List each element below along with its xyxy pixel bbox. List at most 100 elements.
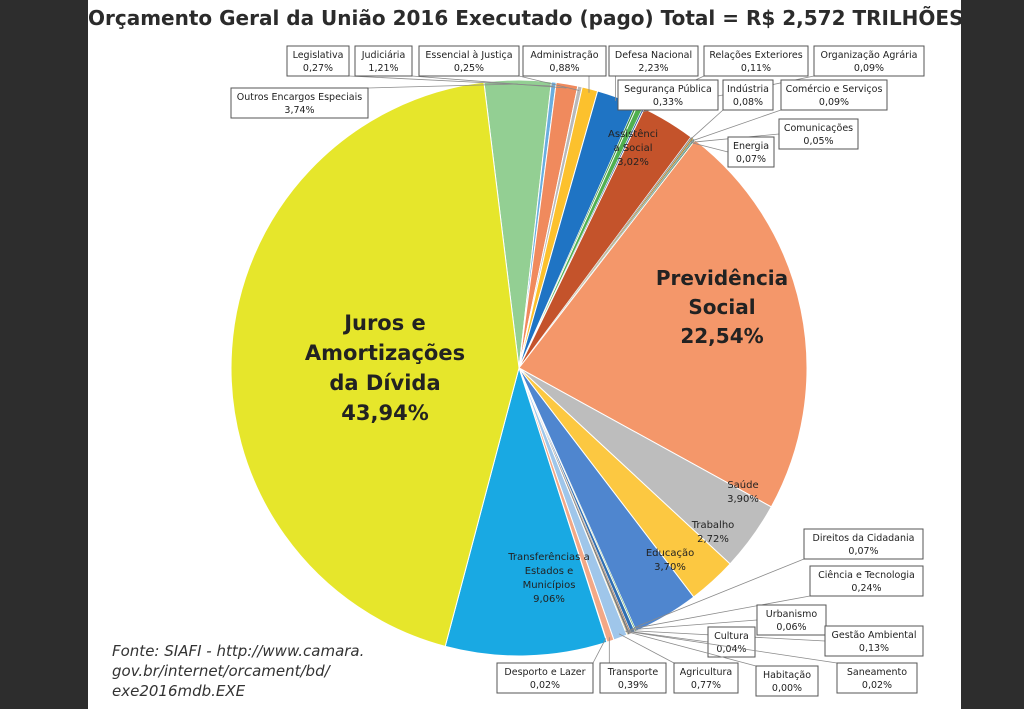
label-educacao: Educação 3,70% bbox=[646, 548, 694, 573]
callout-box-administracao bbox=[522, 45, 607, 77]
callout-name-desporto-e-lazer: Desporto e Lazer bbox=[504, 667, 585, 678]
callout-box-essencial-a-justica bbox=[418, 45, 520, 77]
callout-name-legislativa: Legislativa bbox=[293, 50, 344, 61]
callout-box-relacoes-exteriores bbox=[703, 45, 809, 77]
slice-previdencia-social bbox=[518, 139, 808, 508]
callout-name-outros-encargos-especiais: Outros Encargos Especiais bbox=[237, 92, 362, 103]
callout-name-defesa-nacional: Defesa Nacional bbox=[615, 50, 692, 61]
label-previdencia-line: Previdência bbox=[656, 266, 788, 290]
callout-name-industria: Indústria bbox=[727, 84, 769, 95]
callout-box-desporto-e-lazer bbox=[496, 662, 594, 694]
callout-name-saneamento: Saneamento bbox=[847, 667, 907, 678]
callout-name-organizacao-agraria: Organização Agrária bbox=[820, 50, 917, 61]
callout-value-administracao: 0,88% bbox=[549, 63, 579, 74]
callout-value-comercio-e-servicos: 0,09% bbox=[819, 97, 849, 108]
callout-name-administracao: Administração bbox=[530, 50, 598, 61]
callout-box-energia bbox=[727, 136, 775, 168]
callout-name-agricultura: Agricultura bbox=[680, 667, 732, 678]
callout-box-defesa-nacional bbox=[608, 45, 699, 77]
callout-value-direitos-da-cidadania: 0,07% bbox=[848, 546, 878, 557]
callout-name-transporte: Transporte bbox=[607, 667, 659, 678]
leader-essencial-a-justica bbox=[518, 75, 580, 91]
callout-value-habitacao: 0,00% bbox=[772, 683, 802, 694]
callout-box-gestao-ambiental bbox=[824, 625, 924, 657]
label-juros-line: 43,94% bbox=[341, 401, 428, 425]
label-previdencia-line: Social bbox=[688, 295, 755, 319]
label-saude-line: Saúde bbox=[727, 479, 758, 491]
leader-outros-encargos-especiais bbox=[367, 83, 518, 89]
callout-box-comunicacoes bbox=[778, 118, 859, 150]
label-trabalho-line: Trabalho bbox=[691, 520, 735, 531]
callout-name-comercio-e-servicos: Comércio e Serviços bbox=[786, 84, 883, 95]
callout-name-relacoes-exteriores: Relações Exteriores bbox=[709, 50, 802, 61]
label-transferencias-line: Transferências a bbox=[507, 551, 589, 563]
callout-box-outros-encargos-especiais bbox=[230, 87, 369, 119]
callout-value-agricultura: 0,77% bbox=[691, 680, 721, 691]
source-line-2: gov.br/internet/orcament/bd/ bbox=[112, 662, 330, 680]
label-juros: Juros e Amortizações da Dívida 43,94% bbox=[305, 311, 465, 425]
label-transferencias-line: Estados e bbox=[525, 566, 574, 577]
label-trabalho-line: 2,72% bbox=[697, 534, 729, 545]
callout-value-gestao-ambiental: 0,13% bbox=[859, 643, 889, 654]
callout-value-relacoes-exteriores: 0,11% bbox=[741, 63, 771, 74]
callout-box-transporte bbox=[599, 662, 667, 694]
pie-chart: Juros e Amortizações da Dívida 43,94% Previd… bbox=[230, 45, 925, 697]
leader-saneamento bbox=[625, 630, 838, 664]
callout-name-comunicacoes: Comunicações bbox=[784, 123, 853, 134]
label-trabalho: Trabalho 2,72% bbox=[691, 520, 735, 545]
callout-value-energia: 0,07% bbox=[736, 154, 766, 165]
callout-name-habitacao: Habitação bbox=[763, 670, 811, 681]
label-previdencia-line: 22,54% bbox=[680, 324, 763, 348]
leader-direitos-da-cidadania bbox=[633, 558, 805, 629]
callout-name-ciencia-e-tecnologia: Ciência e Tecnologia bbox=[818, 570, 915, 581]
label-assistencia-line: 3,02% bbox=[617, 157, 649, 168]
leader-habitacao bbox=[625, 630, 757, 667]
callout-name-energia: Energia bbox=[733, 141, 769, 152]
label-juros-line: Juros e bbox=[342, 311, 426, 335]
callouts: Outros Encargos Especiais 3,74% Legislativ… bbox=[230, 45, 925, 697]
callout-value-organizacao-agraria: 0,09% bbox=[854, 63, 884, 74]
slice-juros-e-amortizacoes-da-divida bbox=[230, 81, 520, 647]
label-saude: Saúde 3,90% bbox=[727, 479, 759, 505]
callout-value-essencial-a-justica: 0,25% bbox=[454, 63, 484, 74]
source-note: Fonte: SIAFI - http://www.camara. gov.br… bbox=[112, 641, 402, 701]
callout-box-agricultura bbox=[673, 662, 739, 694]
source-line-3: exe2016mdb.EXE bbox=[112, 682, 246, 700]
label-transferencias: Transferências a Estados e Municípios 9,06% bbox=[507, 551, 589, 605]
callout-box-habitacao bbox=[755, 665, 819, 697]
callout-box-judiciaria bbox=[354, 45, 413, 77]
source-line-1: Fonte: SIAFI - http://www.camara. bbox=[112, 642, 365, 660]
callout-value-industria: 0,08% bbox=[733, 97, 763, 108]
label-transferencias-line: 9,06% bbox=[533, 594, 565, 605]
callout-value-outros-encargos-especiais: 3,74% bbox=[284, 105, 314, 116]
leader-ciencia-e-tecnologia bbox=[631, 595, 811, 630]
callout-value-comunicacoes: 0,05% bbox=[803, 136, 833, 147]
callout-box-cultura bbox=[707, 626, 756, 658]
label-assistencia: Assistênci a Social 3,02% bbox=[608, 128, 658, 168]
callout-name-direitos-da-cidadania: Direitos da Cidadania bbox=[813, 533, 915, 544]
callout-value-ciencia-e-tecnologia: 0,24% bbox=[851, 583, 881, 594]
callout-value-defesa-nacional: 2,23% bbox=[638, 63, 668, 74]
callout-value-cultura: 0,04% bbox=[716, 644, 746, 655]
label-assistencia-line: a Social bbox=[614, 143, 653, 154]
callout-box-direitos-da-cidadania bbox=[803, 528, 924, 560]
leader-industria bbox=[688, 109, 724, 141]
callout-box-organizacao-agraria bbox=[813, 45, 925, 77]
leader-cultura bbox=[626, 630, 709, 643]
leader-judiciaria bbox=[411, 75, 567, 89]
callout-box-industria bbox=[722, 79, 774, 111]
callout-value-urbanismo: 0,06% bbox=[776, 622, 806, 633]
leader-urbanismo bbox=[629, 619, 758, 631]
label-previdencia: Previdência Social 22,54% bbox=[656, 266, 788, 348]
slice-transferencias-a-estados-e-municipios bbox=[444, 366, 608, 657]
callout-box-saneamento bbox=[836, 662, 918, 694]
callout-value-desporto-e-lazer: 0,02% bbox=[530, 680, 560, 691]
callout-name-cultura: Cultura bbox=[714, 631, 749, 642]
callout-value-transporte: 0,39% bbox=[618, 680, 648, 691]
label-juros-line: da Dívida bbox=[329, 371, 440, 395]
label-juros-line: Amortizações bbox=[305, 341, 465, 365]
leader-desporto-e-lazer bbox=[592, 638, 607, 664]
label-educacao-line: 3,70% bbox=[654, 562, 686, 573]
callout-value-seguranca-publica: 0,33% bbox=[653, 97, 683, 108]
callout-box-seguranca-publica bbox=[617, 79, 719, 111]
